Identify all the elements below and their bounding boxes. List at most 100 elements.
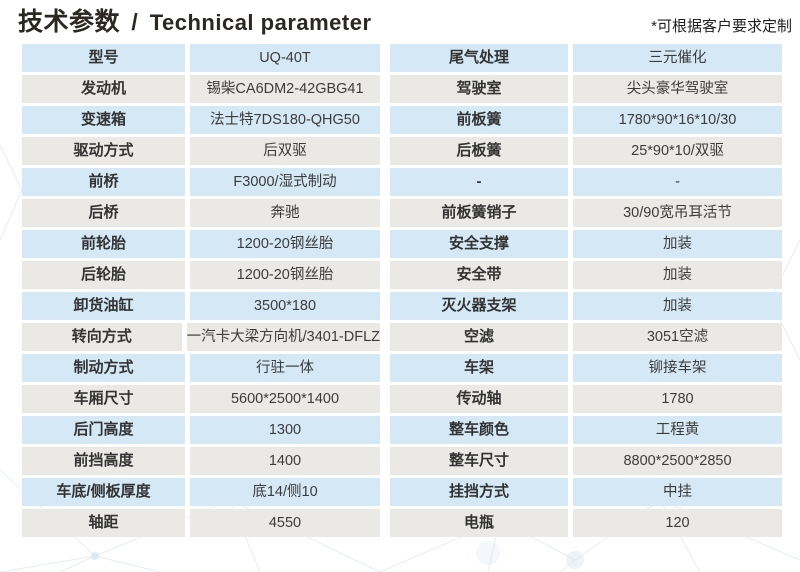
spec-row: 驾驶室 尖头豪华驾驶室: [390, 75, 782, 103]
spec-value: 后双驱: [190, 137, 380, 165]
spec-value: 30/90宽吊耳活节: [573, 199, 782, 227]
spec-row: 车底/侧板厚度 底14/侧10: [22, 478, 380, 506]
spec-row: 车厢尺寸 5600*2500*1400: [22, 385, 380, 413]
spec-label: 前板簧销子: [390, 199, 568, 227]
title-chinese: 技术参数: [18, 8, 121, 36]
spec-value: 加装: [573, 261, 782, 289]
spec-value: 中挂: [573, 478, 782, 506]
spec-row: 车架 铆接车架: [390, 354, 782, 382]
spec-value: F3000/湿式制动: [190, 168, 380, 196]
spec-value: 1200-20钢丝胎: [190, 261, 380, 289]
spec-label: 空滤: [390, 323, 568, 351]
spec-value: 1780: [573, 385, 782, 413]
spec-row: 灭火器支架 加装: [390, 292, 782, 320]
spec-value: 尖头豪华驾驶室: [573, 75, 782, 103]
spec-label: 驱动方式: [22, 137, 185, 165]
spec-row: 型号 UQ-40T: [22, 44, 380, 72]
spec-value: 1200-20钢丝胎: [190, 230, 380, 258]
spec-row: 空滤 3051空滤: [390, 323, 782, 351]
spec-label: 卸货油缸: [22, 292, 185, 320]
spec-label: 轴距: [22, 509, 185, 537]
spec-value: 三元催化: [573, 44, 782, 72]
spec-row: 整车颜色 工程黄: [390, 416, 782, 444]
spec-label: 电瓶: [390, 509, 568, 537]
spec-label: 后门高度: [22, 416, 185, 444]
spec-row: --: [390, 168, 782, 196]
spec-value: 4550: [190, 509, 380, 537]
spec-value: 行驻一体: [190, 354, 380, 382]
spec-label: 转向方式: [22, 323, 182, 351]
spec-value: 5600*2500*1400: [190, 385, 380, 413]
spec-row: 后板簧 25*90*10/双驱: [390, 137, 782, 165]
spec-label: 前轮胎: [22, 230, 185, 258]
customization-note: *可根据客户要求定制: [651, 18, 792, 35]
spec-label: 传动轴: [390, 385, 568, 413]
spec-row: 挂挡方式 中挂: [390, 478, 782, 506]
spec-row: 前桥 F3000/湿式制动: [22, 168, 380, 196]
spec-row: 发动机 锡柴CA6DM2-42GBG41: [22, 75, 380, 103]
spec-label: 车厢尺寸: [22, 385, 185, 413]
spec-value: 1780*90*16*10/30: [573, 106, 782, 134]
spec-value: 加装: [573, 292, 782, 320]
spec-value: 锡柴CA6DM2-42GBG41: [190, 75, 380, 103]
spec-label: 尾气处理: [390, 44, 568, 72]
spec-label: 车架: [390, 354, 568, 382]
title-english: Technical parameter: [149, 10, 372, 35]
spec-row: 转向方式 一汽卡大梁方向机/3401-DFLZ: [22, 323, 380, 351]
spec-value: 25*90*10/双驱: [573, 137, 782, 165]
spec-row: 传动轴 1780: [390, 385, 782, 413]
spec-row: 制动方式 行驻一体: [22, 354, 380, 382]
spec-label: 制动方式: [22, 354, 185, 382]
spec-row: 后轮胎 1200-20钢丝胎: [22, 261, 380, 289]
spec-value: UQ-40T: [190, 44, 380, 72]
spec-label: 整车颜色: [390, 416, 568, 444]
title-divider: /: [131, 9, 139, 35]
spec-value: 铆接车架: [573, 354, 782, 382]
spec-label: 驾驶室: [390, 75, 568, 103]
spec-label: 车底/侧板厚度: [22, 478, 185, 506]
spec-value: 120: [573, 509, 782, 537]
spec-row: 前轮胎 1200-20钢丝胎: [22, 230, 380, 258]
spec-row: 后桥 奔驰: [22, 199, 380, 227]
page-header: 技术参数 / Technical parameter *可根据客户要求定制: [0, 0, 800, 44]
spec-label: 灭火器支架: [390, 292, 568, 320]
spec-label: -: [390, 168, 568, 196]
spec-row: 后门高度 1300: [22, 416, 380, 444]
page-title: 技术参数 / Technical parameter: [18, 1, 372, 38]
spec-label: 变速箱: [22, 106, 185, 134]
spec-row: 尾气处理 三元催化: [390, 44, 782, 72]
spec-value: 3051空滤: [573, 323, 782, 351]
spec-label: 安全带: [390, 261, 568, 289]
spec-value: 奔驰: [190, 199, 380, 227]
spec-label: 发动机: [22, 75, 185, 103]
spec-tables-container: 型号 UQ-40T 发动机 锡柴CA6DM2-42GBG41 变速箱 法士特7DS180-…: [0, 44, 800, 540]
spec-row: 前板簧销子 30/90宽吊耳活节: [390, 199, 782, 227]
spec-row: 轴距 4550: [22, 509, 380, 537]
spec-row: 前板簧 1780*90*16*10/30: [390, 106, 782, 134]
spec-value: 1300: [190, 416, 380, 444]
spec-row: 卸货油缸 3500*180: [22, 292, 380, 320]
spec-label: 整车尺寸: [390, 447, 568, 475]
spec-label: 安全支撑: [390, 230, 568, 258]
spec-table-left: 型号 UQ-40T 发动机 锡柴CA6DM2-42GBG41 变速箱 法士特7DS180-…: [22, 44, 380, 540]
spec-value: 工程黄: [573, 416, 782, 444]
spec-row: 变速箱 法士特7DS180-QHG50: [22, 106, 380, 134]
spec-value: 8800*2500*2850: [573, 447, 782, 475]
spec-value: 法士特7DS180-QHG50: [190, 106, 380, 134]
spec-row: 安全带 加装: [390, 261, 782, 289]
spec-row: 电瓶 120: [390, 509, 782, 537]
spec-value: 1400: [190, 447, 380, 475]
spec-row: 前挡高度 1400: [22, 447, 380, 475]
spec-row: 安全支撑 加装: [390, 230, 782, 258]
spec-value: 3500*180: [190, 292, 380, 320]
spec-value: 加装: [573, 230, 782, 258]
spec-label: 挂挡方式: [390, 478, 568, 506]
spec-value: 底14/侧10: [190, 478, 380, 506]
spec-label: 前桥: [22, 168, 185, 196]
spec-label: 前挡高度: [22, 447, 185, 475]
spec-row: 驱动方式 后双驱: [22, 137, 380, 165]
spec-label: 型号: [22, 44, 185, 72]
spec-value: 一汽卡大梁方向机/3401-DFLZ: [186, 323, 380, 351]
spec-table-right: 尾气处理 三元催化 驾驶室 尖头豪华驾驶室 前板簧 1780*90*16*10/30 后板簧…: [390, 44, 782, 540]
